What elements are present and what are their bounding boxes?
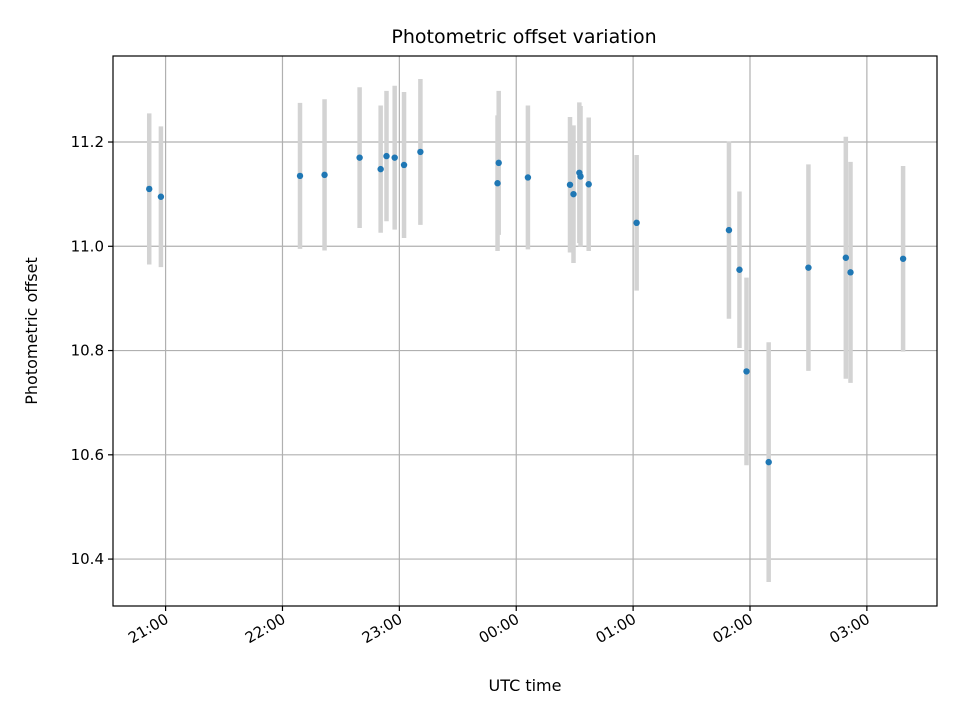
data-point xyxy=(146,185,153,193)
data-point xyxy=(321,171,328,179)
data-point xyxy=(494,180,501,187)
data-point xyxy=(566,181,574,188)
y-axis-label: Photometric offset xyxy=(22,257,41,405)
y-axis-ticks: 10.4 10.6 10.8 11.0 11.2 xyxy=(71,133,113,568)
data-point xyxy=(356,154,363,161)
chart-title: Photometric offset variation xyxy=(391,26,656,48)
data-point xyxy=(736,266,743,273)
data-point xyxy=(377,165,384,173)
data-point xyxy=(296,172,304,180)
data-markers xyxy=(146,148,907,466)
y-tick-label: 10.4 xyxy=(71,550,104,568)
y-tick-label: 10.8 xyxy=(71,342,104,360)
y-tick-label: 11.0 xyxy=(71,237,104,255)
plot-area xyxy=(113,56,937,606)
x-axis-label: UTC time xyxy=(489,676,562,695)
data-point xyxy=(899,255,907,262)
data-point xyxy=(585,181,592,188)
y-tick-label: 11.2 xyxy=(71,133,104,151)
data-point xyxy=(570,190,577,198)
data-point xyxy=(633,219,640,227)
data-point xyxy=(847,269,854,276)
data-point xyxy=(725,226,733,234)
data-point xyxy=(383,152,390,160)
y-tick-label: 10.6 xyxy=(71,446,104,464)
data-point xyxy=(495,159,502,167)
data-point xyxy=(805,264,812,271)
data-point xyxy=(577,173,584,180)
data-point xyxy=(417,148,424,156)
data-point xyxy=(400,161,408,169)
data-point xyxy=(157,193,165,200)
grid xyxy=(113,56,937,606)
data-point xyxy=(765,458,772,466)
data-point xyxy=(391,154,398,161)
data-point xyxy=(743,368,750,375)
data-point xyxy=(842,254,850,261)
plot-frame xyxy=(112,55,938,607)
data-point xyxy=(524,174,532,181)
